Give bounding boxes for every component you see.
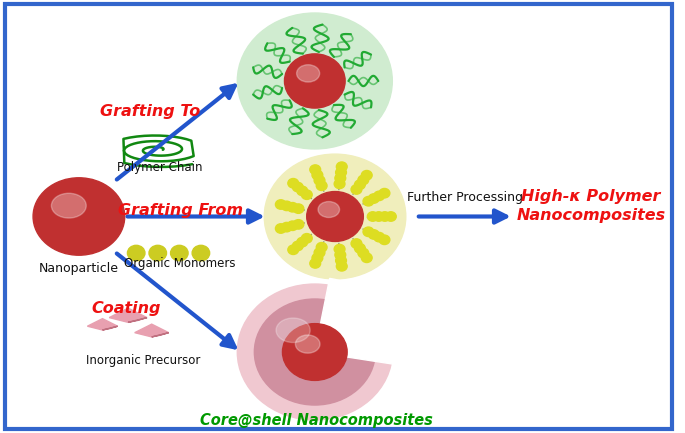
Ellipse shape — [363, 227, 374, 236]
Ellipse shape — [127, 246, 145, 261]
Text: High-κ Polymer
Nanocomposites: High-κ Polymer Nanocomposites — [516, 189, 666, 223]
Polygon shape — [151, 333, 169, 337]
Polygon shape — [128, 317, 147, 322]
Ellipse shape — [362, 253, 372, 262]
Ellipse shape — [314, 248, 325, 257]
Ellipse shape — [336, 256, 347, 265]
Text: Further Processing: Further Processing — [407, 191, 523, 204]
Ellipse shape — [310, 259, 321, 268]
Ellipse shape — [369, 230, 379, 239]
Ellipse shape — [374, 191, 384, 200]
Text: Inorganic Precursor: Inorganic Precursor — [86, 354, 200, 367]
Ellipse shape — [312, 170, 323, 180]
Ellipse shape — [301, 233, 312, 243]
Ellipse shape — [292, 182, 303, 192]
Ellipse shape — [171, 246, 188, 261]
Ellipse shape — [287, 203, 298, 212]
Ellipse shape — [282, 323, 347, 381]
Ellipse shape — [293, 204, 304, 213]
Ellipse shape — [363, 197, 374, 206]
Ellipse shape — [373, 212, 384, 221]
Ellipse shape — [301, 190, 312, 200]
Ellipse shape — [192, 246, 210, 261]
Ellipse shape — [237, 13, 393, 149]
Ellipse shape — [351, 239, 362, 248]
Ellipse shape — [335, 173, 346, 183]
Ellipse shape — [297, 186, 308, 196]
Ellipse shape — [295, 335, 320, 353]
Ellipse shape — [335, 250, 346, 260]
Ellipse shape — [336, 162, 347, 171]
Polygon shape — [103, 326, 118, 330]
Ellipse shape — [386, 212, 396, 221]
Ellipse shape — [284, 54, 345, 108]
Ellipse shape — [334, 244, 345, 254]
Ellipse shape — [362, 171, 372, 180]
Ellipse shape — [358, 248, 369, 258]
Ellipse shape — [334, 179, 345, 189]
Ellipse shape — [336, 262, 347, 271]
Ellipse shape — [367, 212, 378, 221]
Ellipse shape — [336, 168, 347, 177]
Ellipse shape — [379, 212, 390, 221]
Polygon shape — [109, 308, 147, 322]
Ellipse shape — [33, 178, 125, 255]
Text: Nanoparticle: Nanoparticle — [39, 262, 119, 275]
Polygon shape — [315, 278, 400, 365]
Ellipse shape — [316, 242, 327, 252]
Text: Grafting To: Grafting To — [99, 103, 200, 119]
Ellipse shape — [314, 176, 325, 185]
Polygon shape — [135, 324, 169, 337]
Ellipse shape — [287, 221, 298, 230]
Ellipse shape — [288, 178, 299, 188]
Ellipse shape — [316, 181, 327, 191]
Ellipse shape — [282, 223, 292, 232]
Ellipse shape — [297, 237, 308, 247]
Polygon shape — [88, 319, 118, 330]
Ellipse shape — [276, 318, 310, 343]
Ellipse shape — [237, 284, 393, 420]
Ellipse shape — [355, 244, 365, 253]
Text: Grafting From: Grafting From — [118, 203, 242, 217]
Ellipse shape — [310, 165, 321, 174]
Ellipse shape — [51, 193, 86, 218]
Ellipse shape — [288, 245, 299, 255]
Text: Organic Monomers: Organic Monomers — [124, 257, 236, 270]
Ellipse shape — [254, 299, 375, 405]
Ellipse shape — [307, 191, 363, 242]
Ellipse shape — [292, 241, 303, 251]
Ellipse shape — [369, 194, 379, 203]
Ellipse shape — [379, 188, 390, 198]
Ellipse shape — [374, 233, 384, 242]
Ellipse shape — [351, 185, 362, 194]
Ellipse shape — [149, 246, 166, 261]
Text: Core@shell Nanocomposites: Core@shell Nanocomposites — [200, 414, 433, 428]
Ellipse shape — [318, 201, 340, 217]
Ellipse shape — [275, 200, 286, 209]
Ellipse shape — [275, 224, 286, 233]
Ellipse shape — [379, 235, 390, 245]
Ellipse shape — [282, 201, 292, 210]
Ellipse shape — [358, 175, 369, 185]
Text: Coating: Coating — [91, 301, 161, 317]
Text: Polymer Chain: Polymer Chain — [117, 161, 203, 174]
Ellipse shape — [297, 65, 320, 82]
Ellipse shape — [293, 220, 304, 229]
Ellipse shape — [355, 180, 365, 189]
Ellipse shape — [312, 253, 323, 263]
Ellipse shape — [264, 154, 406, 279]
